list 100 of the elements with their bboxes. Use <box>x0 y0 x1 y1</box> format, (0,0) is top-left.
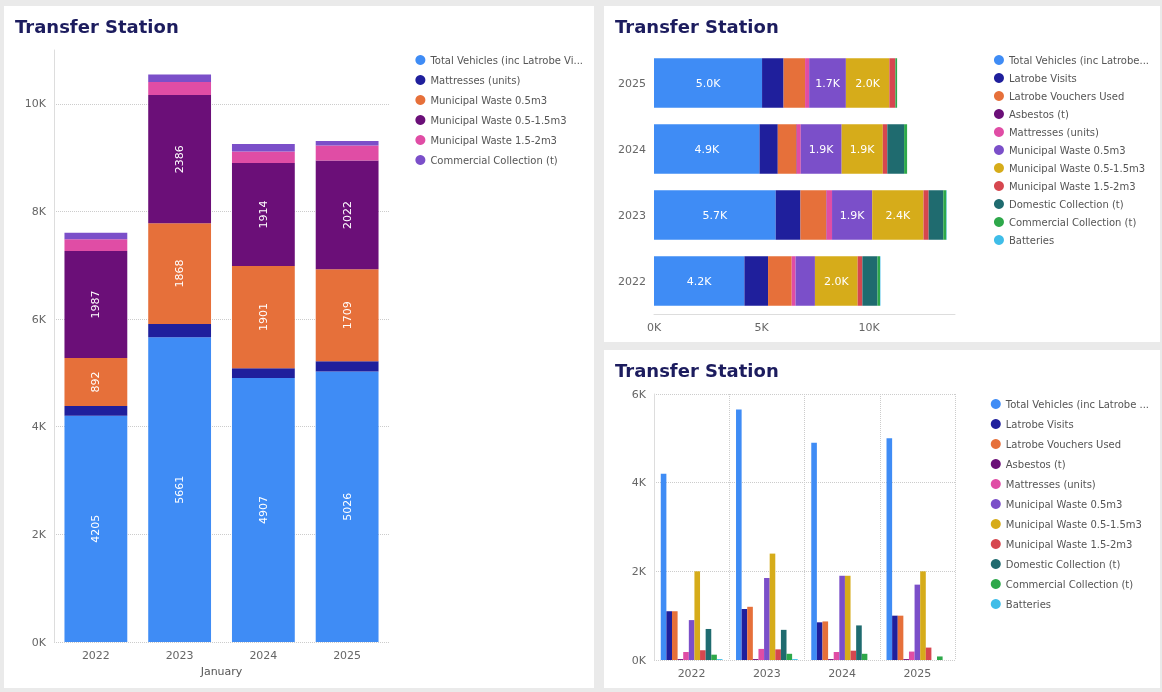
bar <box>64 232 128 240</box>
bar <box>654 58 763 108</box>
bar <box>315 160 379 270</box>
data-label: 4205 <box>89 514 103 543</box>
data-label: 1.9K <box>808 142 835 156</box>
legend-label: Municipal Waste 1.5-2m3 <box>1005 538 1133 550</box>
x-tick-label: 0K <box>646 321 662 334</box>
bar <box>800 124 842 174</box>
bar <box>872 190 924 240</box>
legend-label: Municipal Waste 0.5m3 <box>1005 498 1123 510</box>
legend-label: Latrobe Vouchers Used <box>1005 438 1122 450</box>
bar <box>231 162 295 266</box>
bar <box>148 82 212 95</box>
bar <box>64 251 128 358</box>
y-tick-label: 2K <box>31 527 47 541</box>
x-tick-label: 2022 <box>677 667 706 680</box>
data-label: 2.0K <box>823 274 850 288</box>
legend-label: Batteries <box>1005 598 1052 610</box>
bar <box>64 358 128 407</box>
bar <box>744 256 769 306</box>
y-tick-label: 2024 <box>618 142 646 156</box>
bar <box>844 575 851 660</box>
bar <box>937 656 943 660</box>
bar <box>64 239 128 252</box>
legend-label: Latrobe Visits <box>1005 418 1074 430</box>
legend-label: Latrobe Vouchers Used <box>1008 90 1125 102</box>
bar <box>758 648 765 660</box>
legend-label: Mattresses (units) <box>1008 126 1100 138</box>
data-label: 1868 <box>173 259 187 288</box>
bar <box>805 58 810 108</box>
chart-title: Transfer Station <box>615 359 779 381</box>
bar <box>783 58 806 108</box>
bar <box>231 265 295 369</box>
bar <box>747 606 753 660</box>
bar <box>762 58 784 108</box>
y-tick-label: 2023 <box>618 208 646 222</box>
bar <box>231 368 295 378</box>
bar <box>64 406 128 416</box>
data-label: 5026 <box>340 492 354 521</box>
data-label: 1914 <box>256 200 270 229</box>
bar <box>683 652 689 660</box>
bar <box>654 256 745 306</box>
y-tick-label: 2025 <box>618 76 646 90</box>
bar <box>666 611 672 660</box>
data-label: 1.9K <box>839 208 866 222</box>
x-tick-label: 5K <box>754 321 770 334</box>
bar <box>736 409 742 660</box>
x-tick-label: 2022 <box>81 649 110 662</box>
legend-label: Municipal Waste 0.5m3 <box>1008 144 1126 156</box>
data-label: 5.7K <box>702 208 728 222</box>
bar <box>889 58 896 108</box>
bar <box>700 650 706 660</box>
legend-label: Latrobe Visits <box>1008 72 1077 84</box>
chart-title: Transfer Station <box>615 15 779 37</box>
bar <box>148 94 212 224</box>
data-label: 4907 <box>256 495 270 524</box>
bar <box>64 415 128 642</box>
x-tick-label: 10K <box>858 321 881 334</box>
legend-label: Total Vehicles (inc Latrobe ... <box>1004 398 1150 410</box>
data-label: 2.0K <box>855 76 881 90</box>
y-tick-label: 6K <box>631 387 647 401</box>
legend-label: Mattresses (units) <box>430 74 521 86</box>
legend-label: Total Vehicles (inc Latrobe Vi... <box>429 54 583 66</box>
legend-label: Batteries <box>1008 234 1055 246</box>
legend-label: Municipal Waste 1.5-2m3 <box>430 134 557 146</box>
x-axis-title: January <box>199 665 243 678</box>
data-label: 1987 <box>89 290 103 319</box>
bar <box>908 651 915 660</box>
legend-label: Municipal Waste 0.5-1.5m3 <box>1008 162 1146 174</box>
bar <box>231 151 295 163</box>
bar <box>923 190 929 240</box>
bar <box>759 124 778 174</box>
bar <box>654 190 776 240</box>
bar <box>315 141 379 146</box>
y-tick-label: 8K <box>31 204 47 218</box>
bar <box>892 615 898 660</box>
data-label: 1901 <box>256 303 270 332</box>
data-label: 5.0K <box>695 76 722 90</box>
data-label: 4.9K <box>694 142 720 156</box>
bar <box>839 575 845 660</box>
bar <box>791 256 796 306</box>
bar <box>811 442 817 660</box>
data-label: 5661 <box>173 475 187 504</box>
bar <box>826 190 833 240</box>
y-tick-label: 4K <box>31 420 47 434</box>
data-label: 2386 <box>173 145 187 174</box>
bar <box>315 361 379 372</box>
bar <box>148 223 212 324</box>
bar <box>822 621 829 660</box>
y-tick-label: 10K <box>24 97 47 111</box>
data-label: 1.7K <box>815 76 841 90</box>
bar <box>231 144 295 152</box>
bar <box>315 269 379 362</box>
legend-label: Municipal Waste 0.5m3 <box>430 94 548 106</box>
data-label: 892 <box>89 371 103 393</box>
data-label: 1709 <box>340 301 354 330</box>
data-label: 1.9K <box>849 142 876 156</box>
y-tick-label: 2022 <box>618 274 646 288</box>
legend-label: Municipal Waste 0.5-1.5m3 <box>1005 518 1142 530</box>
data-label: 2.4K <box>885 208 911 222</box>
